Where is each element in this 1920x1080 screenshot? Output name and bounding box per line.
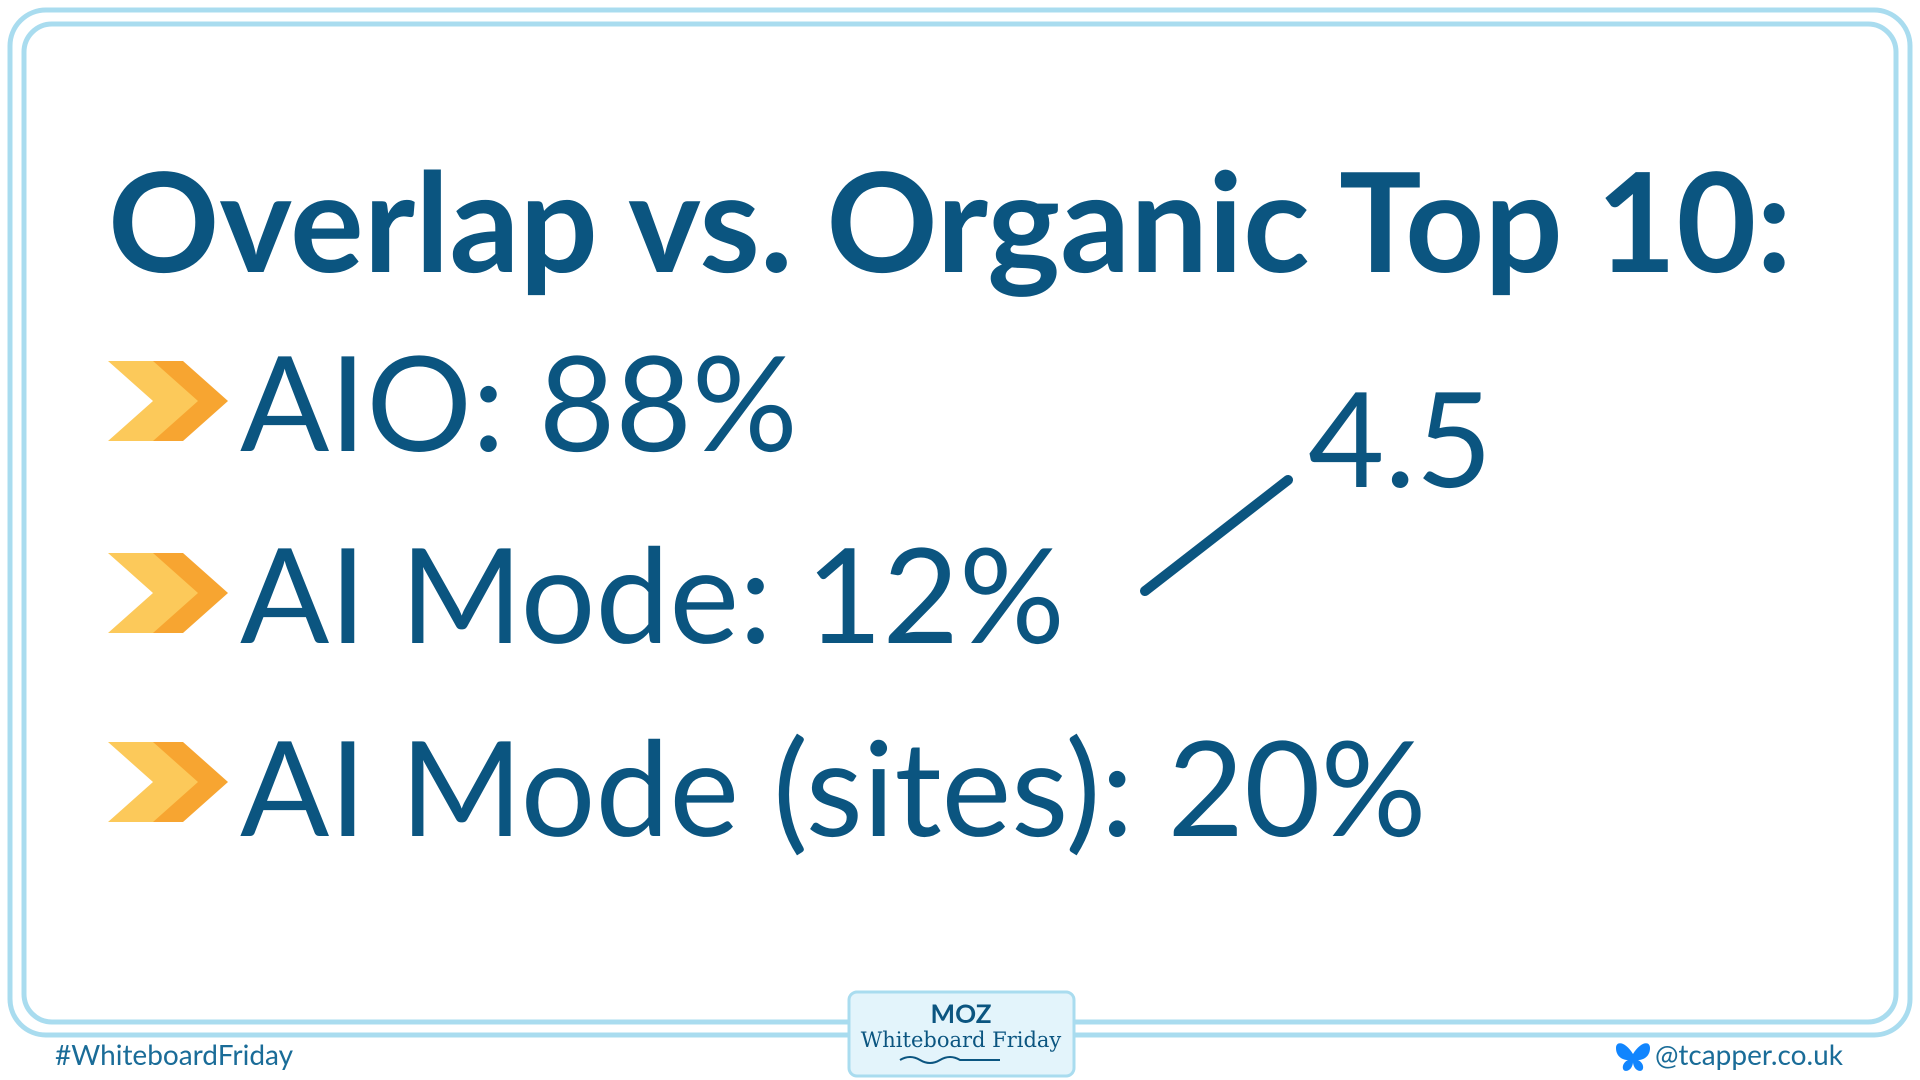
annotation: 4.5 (1308, 358, 1492, 516)
logo-box (847, 990, 1076, 1078)
bullet-list: AIO: 88% AI Mode: 12% AI Mode (sites): 2… (108, 322, 1426, 865)
bullet-text: AI Mode (sites): 20% (240, 707, 1426, 865)
bullet-text: AI Mode: 12% (240, 514, 1065, 672)
hashtag: #WhiteboardFriday (55, 1037, 294, 1071)
handle: @tcapper.co.uk (1655, 1037, 1844, 1071)
logo-show: Whiteboard Friday (861, 1028, 1062, 1052)
logo: MOZ Whiteboard Friday (847, 990, 1076, 1078)
bullet-text: AIO: 88% (240, 322, 798, 480)
butterfly-icon (1616, 1043, 1650, 1071)
annotation-line (1140, 475, 1293, 596)
logo-underline (899, 1056, 1000, 1064)
chevron (108, 742, 228, 822)
chevron (108, 361, 228, 441)
title: Overlap vs. Organic Top 10: (108, 137, 1792, 302)
chevron (108, 553, 228, 633)
logo-brand: MOZ (931, 997, 992, 1029)
